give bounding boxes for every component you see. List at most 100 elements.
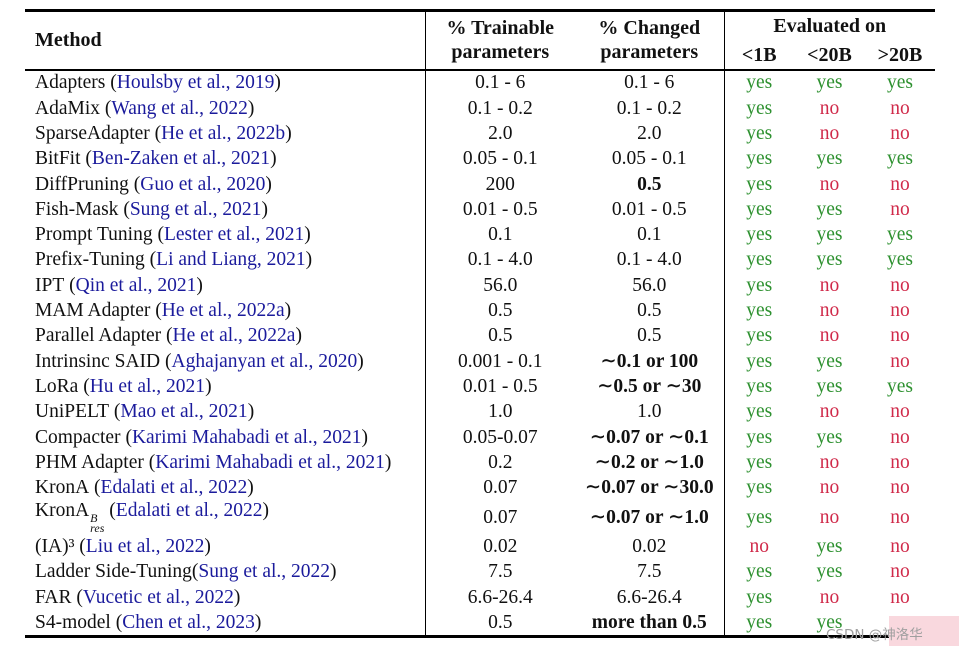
method-cell: Compacter (Karimi Mahabadi et al., 2021) <box>25 425 425 450</box>
citation-link[interactable]: Sung et al., 2021 <box>129 198 262 220</box>
eval-gt20b: no <box>890 300 910 322</box>
eval-gt20b: no <box>890 173 910 195</box>
citation-link[interactable]: Karimi Mahabadi et al., 2021 <box>131 426 362 448</box>
method-cell: Adapters (Houlsby et al., 2019) <box>25 70 425 96</box>
col-header-method: Method <box>25 10 425 71</box>
citation-link[interactable]: Edalati et al., 2022 <box>100 477 248 499</box>
citation-link[interactable]: Lester et al., 2021 <box>163 224 305 246</box>
paren-open: ( <box>120 426 132 448</box>
col-header-trainable-line2: parameters <box>451 41 550 64</box>
citation-link[interactable]: Mao et al., 2021 <box>120 401 248 423</box>
col-header-changed: % Changed parameters <box>575 10 724 71</box>
table-body: Adapters (Houlsby et al., 2019) 0.1 - 6 0.… <box>25 69 935 637</box>
citation-link[interactable]: He et al., 2022a <box>172 325 296 347</box>
citation-link[interactable]: Liu et al., 2022 <box>85 536 205 558</box>
eval-lt20b: no <box>819 401 840 423</box>
method-cell: Fish-Mask (Sung et al., 2021) <box>25 197 425 222</box>
citation-link[interactable]: Sung et al., 2022 <box>198 561 331 583</box>
citation-link[interactable]: Vucetic et al., 2022 <box>82 586 234 608</box>
paren-close: ) <box>254 611 262 633</box>
eval-lt20b: yes <box>816 536 843 558</box>
eval-lt20b: no <box>819 477 840 499</box>
paren-close: ) <box>205 375 212 397</box>
citation-link[interactable]: Ben-Zaken et al., 2021 <box>91 148 271 170</box>
table-row: (IA)³ (Liu et al., 2022) 0.02 0.02 no yes no <box>25 534 935 560</box>
table-row: LoRa (Hu et al., 2021) 0.01 - 0.5 ∼0.5 or … <box>25 374 935 400</box>
paren-open: ( <box>150 300 162 322</box>
method-name: Parallel Adapter <box>35 325 162 347</box>
eval-lt1b: yes <box>723 272 794 299</box>
method-name: BitFit <box>35 148 81 170</box>
eval-lt1b: yes <box>723 374 794 400</box>
eval-lt1b: yes <box>723 146 794 172</box>
paren-close: ) <box>261 198 268 220</box>
changed-value: 0.05 - 0.1 <box>611 148 687 170</box>
trainable-value: 0.5 <box>424 323 575 349</box>
eval-lt20b: no <box>819 97 840 119</box>
paren-open: ( <box>149 122 162 144</box>
eval-gt20b: no <box>890 325 910 347</box>
citation-link[interactable]: Karimi Mahabadi et al., 2021 <box>155 451 385 473</box>
eval-gt20b: no <box>890 198 910 220</box>
eval-gt20b: no <box>890 401 910 423</box>
paren-open: ( <box>143 451 156 473</box>
citation-link[interactable]: Houlsby et al., 2019 <box>116 72 275 94</box>
col-header-lt20b: <20B <box>794 40 865 71</box>
col-header-evaluated-on: Evaluated on <box>723 10 936 41</box>
eval-lt1b: yes <box>723 222 794 248</box>
changed-value: 0.5 <box>637 325 662 347</box>
changed-value: 6.6-26.4 <box>616 586 682 608</box>
eval-lt20b: no <box>819 506 840 528</box>
method-cell: BitFit (Ben-Zaken et al., 2021) <box>25 146 425 171</box>
trainable-value: 1.0 <box>424 399 575 425</box>
citation-link[interactable]: He et al., 2022b <box>161 122 286 144</box>
paren-close: ) <box>247 401 255 423</box>
changed-value: 7.5 <box>637 561 662 583</box>
citation-link[interactable]: Li and Liang, 2021 <box>156 249 306 271</box>
method-cell: Prompt Tuning (Lester et al., 2021) <box>25 222 425 247</box>
table-row: FAR (Vucetic et al., 2022) 6.6-26.4 6.6-26… <box>25 584 935 611</box>
col-header-trainable: % Trainable parameters <box>424 10 575 71</box>
citation-link[interactable]: Guo et al., 2020 <box>140 173 266 195</box>
eval-lt1b: yes <box>723 95 794 122</box>
citation-link[interactable]: Qin et al., 2021 <box>75 274 197 296</box>
citation-link[interactable]: He et al., 2022a <box>161 300 285 322</box>
citation-link[interactable]: Edalati et al., 2022 <box>115 499 263 521</box>
trainable-value: 0.05-0.07 <box>424 424 575 450</box>
citation-link[interactable]: Aghajanyan et al., 2020 <box>171 350 358 372</box>
paren-open: ( <box>64 274 76 296</box>
trainable-value: 0.01 - 0.5 <box>424 374 575 400</box>
citation-link[interactable]: Chen et al., 2023 <box>122 611 255 633</box>
changed-value: 0.1 - 6 <box>624 72 675 94</box>
paren-close: ) <box>274 72 281 94</box>
table-row: IPT (Qin et al., 2021) 56.0 56.0 yes no no <box>25 272 935 299</box>
eval-gt20b: yes <box>887 72 913 94</box>
method-cell: MAM Adapter (He et al., 2022a) <box>25 298 425 323</box>
eval-lt1b: yes <box>723 584 794 611</box>
paren-open: ( <box>100 97 112 119</box>
method-cell: (IA)³ (Liu et al., 2022) <box>25 534 425 559</box>
paren-close: ) <box>204 536 211 558</box>
eval-lt20b: no <box>819 274 840 296</box>
eval-gt20b: no <box>890 426 910 448</box>
table-row: SparseAdapter (He et al., 2022b) 2.0 2.0 ye… <box>25 121 935 147</box>
watermark-highlight <box>889 616 959 646</box>
eval-gt20b: yes <box>887 224 913 246</box>
eval-lt20b: yes <box>816 72 843 94</box>
citation-link[interactable]: Hu et al., 2021 <box>89 375 206 397</box>
eval-lt20b: yes <box>816 148 843 170</box>
col-header-lt1b: <1B <box>723 40 794 71</box>
trainable-value: 0.5 <box>424 298 575 324</box>
eval-gt20b: no <box>890 97 910 119</box>
eval-lt20b: yes <box>816 198 843 220</box>
citation-link[interactable]: Wang et al., 2022 <box>111 97 248 119</box>
eval-lt1b: yes <box>723 500 794 535</box>
method-name: S4-model <box>35 611 111 633</box>
eval-gt20b: no <box>890 122 910 144</box>
eval-gt20b: no <box>890 561 910 583</box>
method-name: Ladder Side-Tuning <box>35 561 192 583</box>
method-cell: DiffPruning (Guo et al., 2020) <box>25 172 425 197</box>
eval-gt20b: yes <box>887 249 913 271</box>
paren-open: ( <box>110 611 123 633</box>
